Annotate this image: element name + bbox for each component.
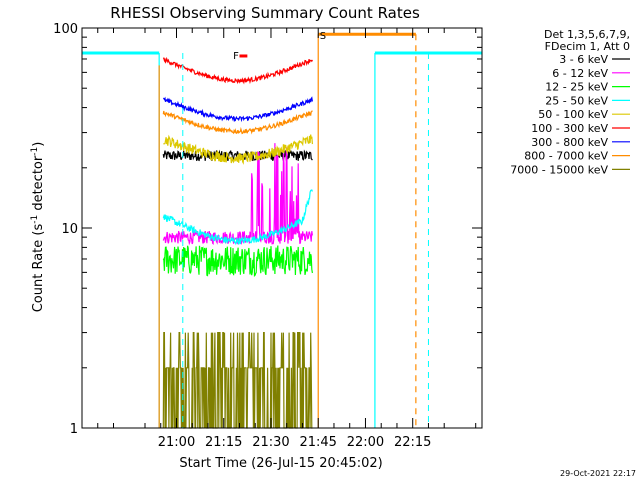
y-tick-label-1: 10 xyxy=(61,222,78,237)
y-axis-label-sup2: -1 xyxy=(30,147,40,156)
legend-label-1: 6 - 12 keV xyxy=(552,67,608,80)
series-line-5 xyxy=(162,56,313,85)
x-axis-label: Start Time (26-Jul-15 20:45:02) xyxy=(179,456,382,471)
series-line-7 xyxy=(162,110,313,135)
annotations: FS xyxy=(233,31,326,62)
legend-label-6: 300 - 800 keV xyxy=(531,136,608,149)
legend-label-4: 50 - 100 keV xyxy=(538,108,608,121)
legend: Det 1,3,5,6,7,9,FDecim 1, Att 03 - 6 keV… xyxy=(510,28,630,176)
axes: 1 10 100 21:00 21:15 21:30 21:45 22:00 22:15 xyxy=(53,22,483,450)
legend-header-0: Det 1,3,5,6,7,9, xyxy=(544,28,630,41)
data-layer xyxy=(82,32,482,429)
y-tick-label-0: 1 xyxy=(70,422,78,437)
annotation-s: S xyxy=(320,31,326,42)
x-tick-label-5: 22:15 xyxy=(394,435,431,450)
legend-label-2: 12 - 25 keV xyxy=(545,81,608,94)
x-tick-label-4: 22:00 xyxy=(347,435,384,450)
y-axis-label: Count Rate (s-1 detector-1) xyxy=(30,142,46,313)
chart-title: RHESSI Observing Summary Count Rates xyxy=(110,4,420,22)
svg-text:Count Rate (s-1 detector-1): Count Rate (s-1 detector-1) xyxy=(30,142,46,313)
series-line-3 xyxy=(162,189,313,246)
x-tick-label-3: 21:45 xyxy=(299,435,336,450)
y-tick-label-2: 100 xyxy=(53,22,78,37)
series-line-8 xyxy=(162,332,313,429)
y-axis-label-end: ) xyxy=(31,142,46,147)
legend-label-8: 7000 - 15000 keV xyxy=(510,163,608,176)
series-line-2 xyxy=(162,245,313,277)
timestamp-label: 29-Oct-2021 22:17 xyxy=(560,469,636,478)
x-tick-label-2: 21:30 xyxy=(252,435,289,450)
legend-label-3: 25 - 50 keV xyxy=(545,94,608,107)
x-tick-label-0: 21:00 xyxy=(158,435,195,450)
annotation-f: F xyxy=(233,51,239,62)
y-axis-label-mid: detector xyxy=(31,155,46,215)
legend-label-0: 3 - 6 keV xyxy=(559,53,608,66)
y-axis-label-main: Count Rate (s xyxy=(31,224,46,313)
y-axis-label-sup1: -1 xyxy=(30,215,40,224)
series-line-1 xyxy=(162,143,313,246)
legend-header-1: FDecim 1, Att 0 xyxy=(545,40,630,53)
legend-label-5: 100 - 300 keV xyxy=(531,122,608,135)
series-line-4 xyxy=(163,134,313,165)
legend-label-7: 800 - 7000 keV xyxy=(524,150,608,163)
x-tick-label-1: 21:15 xyxy=(205,435,242,450)
series-line-6 xyxy=(162,96,313,123)
